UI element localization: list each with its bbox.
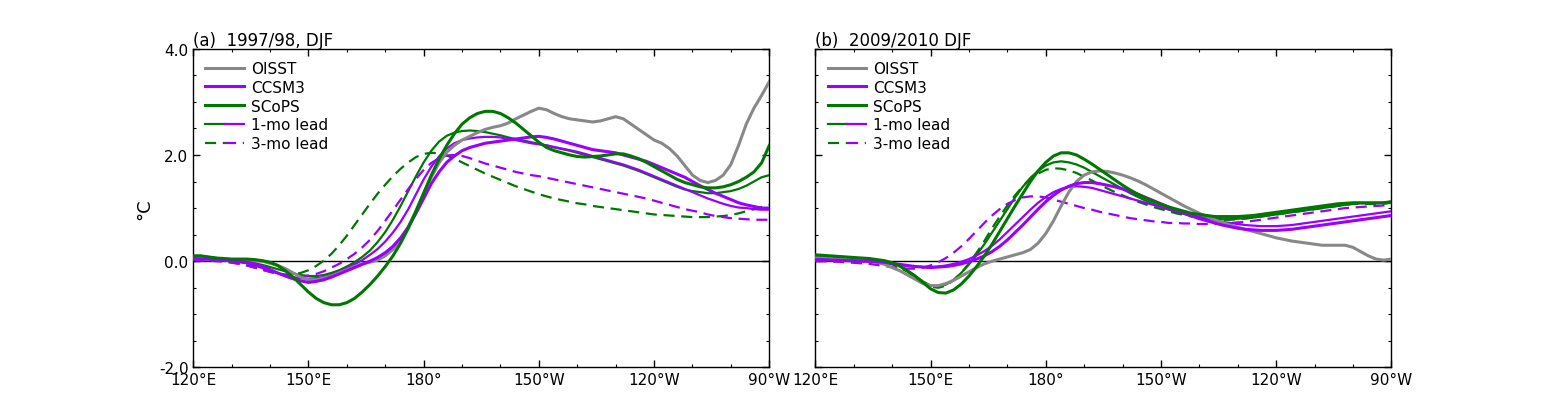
Text: (a)  1997/98, DJF: (a) 1997/98, DJF xyxy=(193,31,334,50)
Legend: OISST, CCSM3, SCoPS, 1-mo lead, 3-mo lead: OISST, CCSM3, SCoPS, 1-mo lead, 3-mo lea… xyxy=(201,57,332,157)
Text: (b)  2009/2010 DJF: (b) 2009/2010 DJF xyxy=(815,31,972,50)
Y-axis label: °C: °C xyxy=(135,198,153,219)
Legend: OISST, CCSM3, SCoPS, 1-mo lead, 3-mo lead: OISST, CCSM3, SCoPS, 1-mo lead, 3-mo lea… xyxy=(822,57,955,157)
